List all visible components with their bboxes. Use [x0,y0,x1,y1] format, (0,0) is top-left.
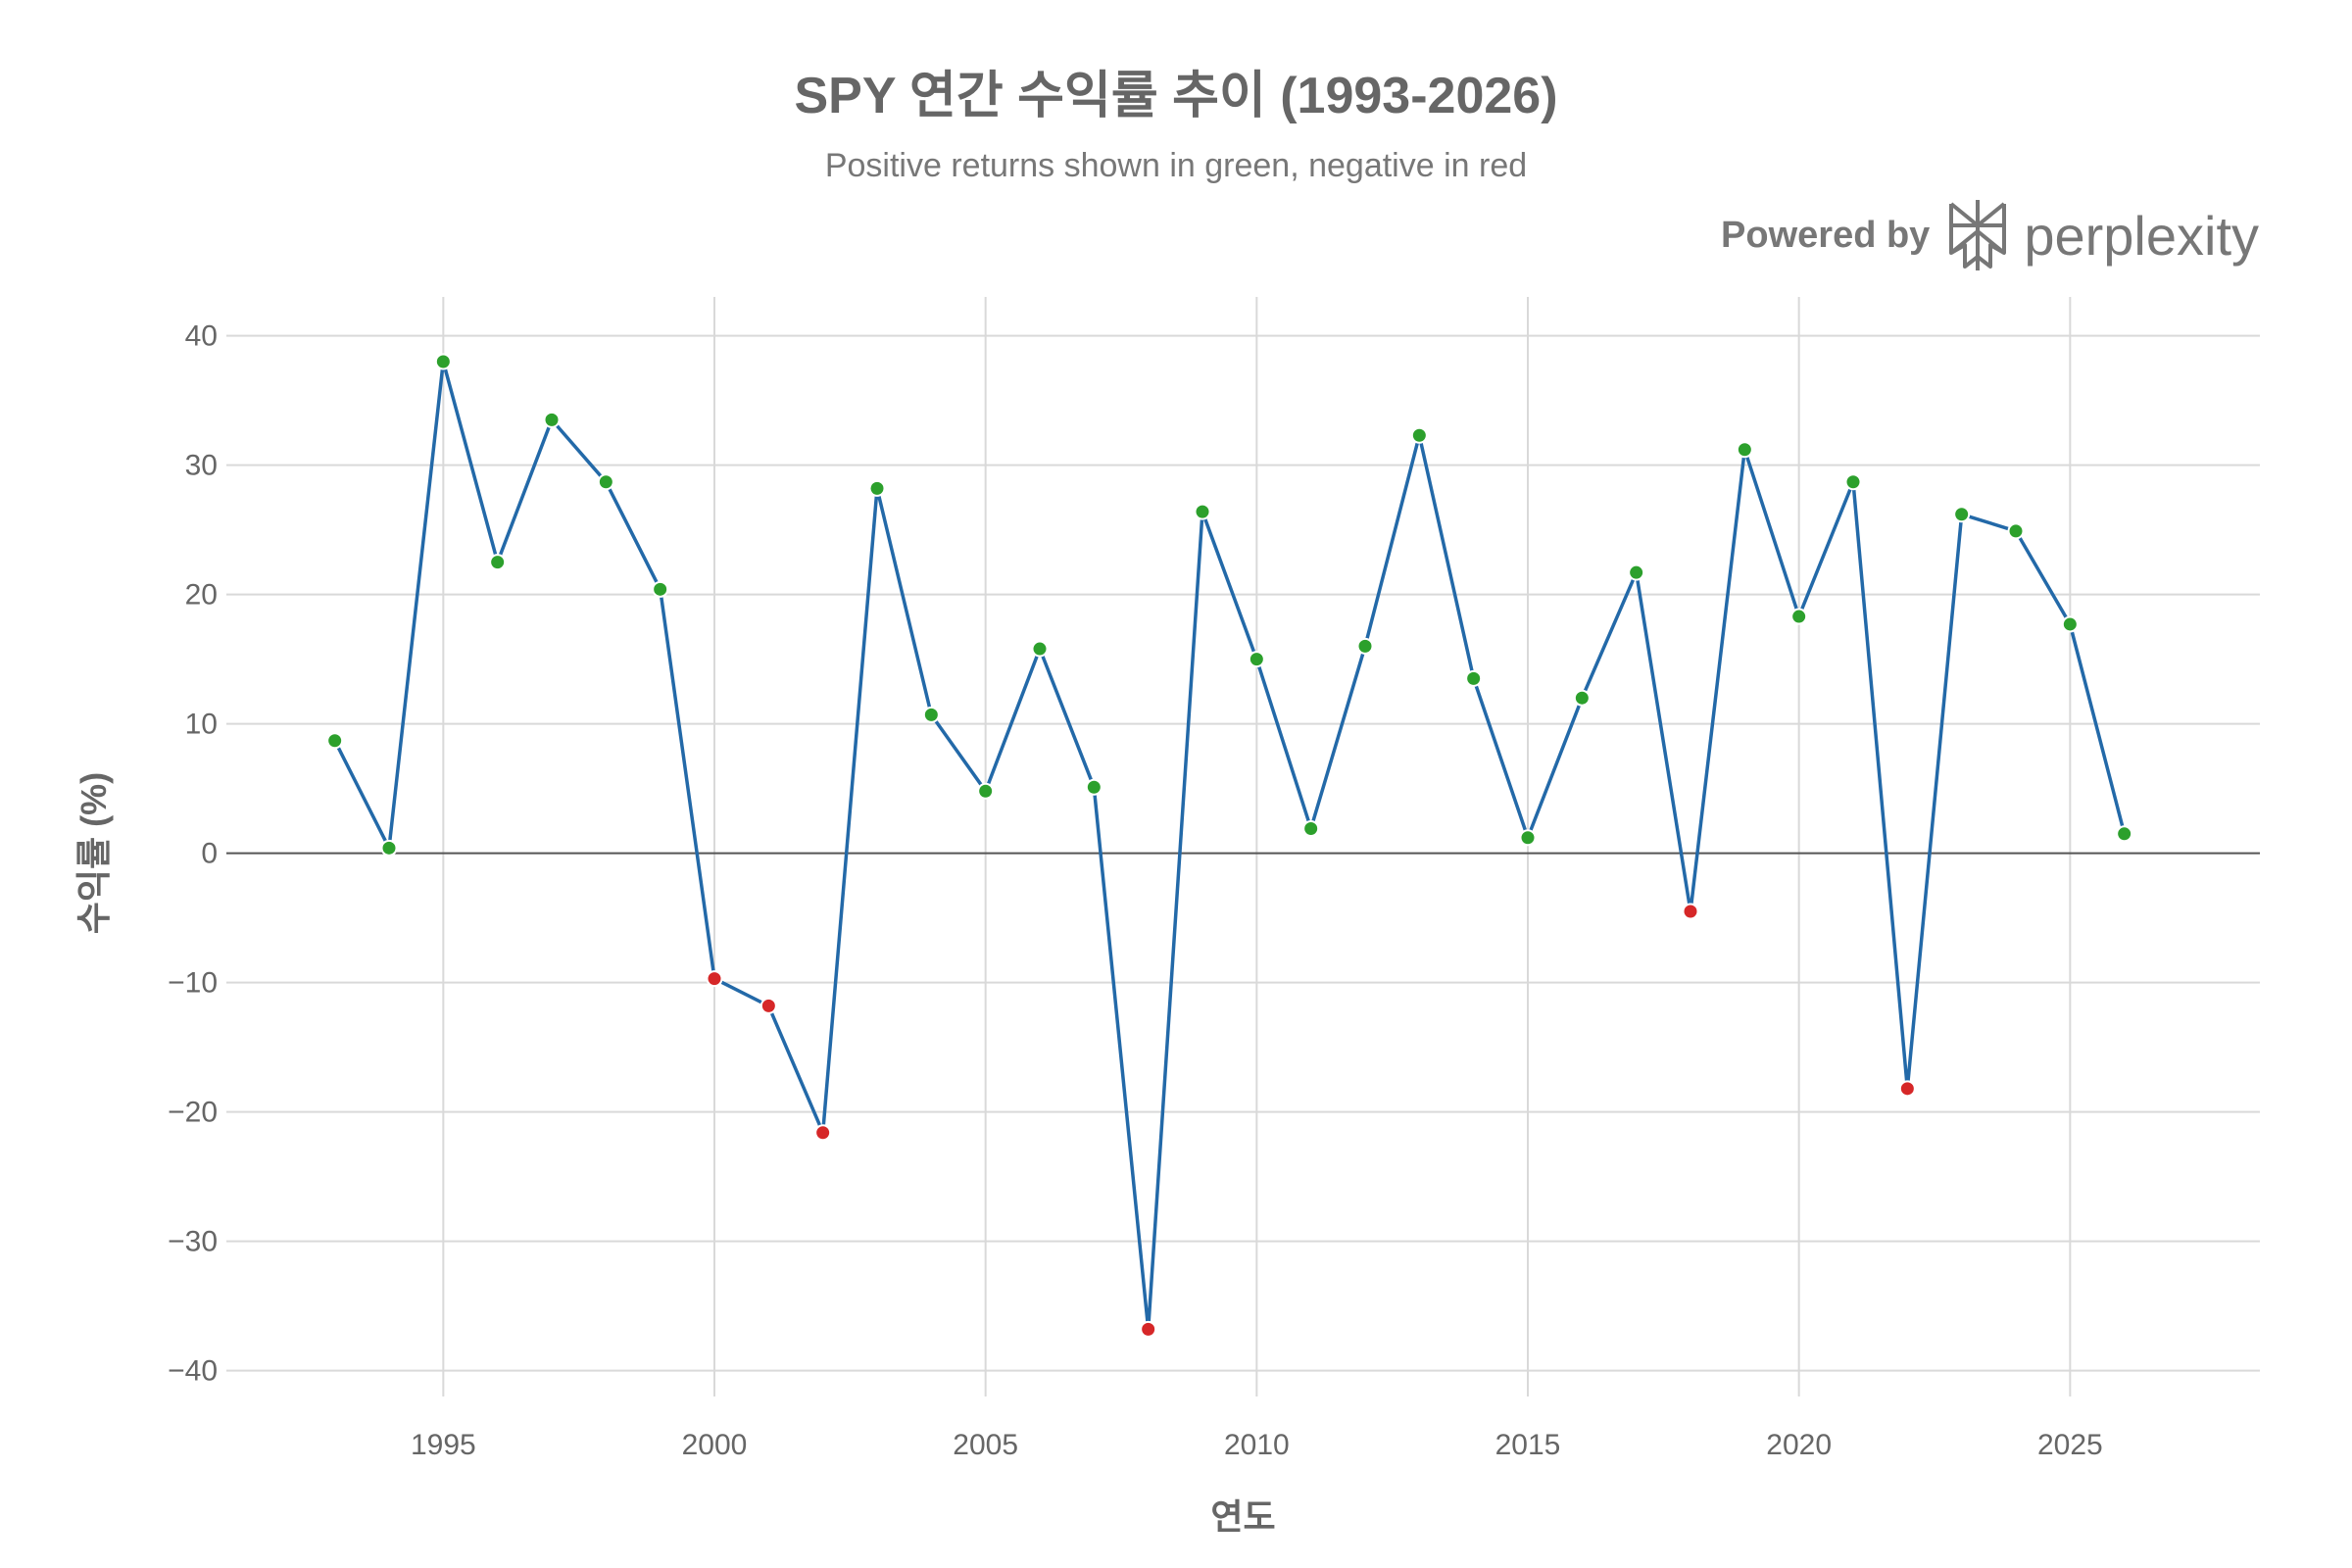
y-tick-label: −20 [168,1097,218,1129]
data-point [326,732,344,750]
data-point [597,473,614,491]
data-point [1790,608,1808,625]
data-point [543,411,561,428]
x-tick-label: 2020 [1766,1429,1832,1461]
x-tick-label: 2005 [953,1429,1018,1461]
data-point [1194,503,1211,520]
data-point [1465,669,1483,687]
y-axis-title: 수익률 (%) [74,772,114,934]
data-point [2116,825,2133,843]
data-point [489,554,507,571]
data-point [1356,637,1374,655]
y-tick-label: 40 [185,320,218,353]
x-tick-label: 2025 [2037,1429,2103,1461]
data-point [1085,778,1102,796]
data-point [706,970,723,988]
y-tick-label: −40 [168,1355,218,1388]
data-point [1248,651,1265,668]
data-point [922,706,940,723]
data-point [652,580,669,598]
x-axis-title: 연도 [1210,1496,1275,1537]
x-tick-label: 2015 [1495,1429,1561,1461]
data-point [1844,473,1862,491]
y-tick-label: −10 [168,967,218,1000]
y-tick-label: 10 [185,709,218,741]
data-point [868,479,886,497]
chart-title: SPY 연간 수익률 추이 (1993-2026) [794,68,1558,124]
brand-prefix: Powered by [1721,214,1931,256]
data-point [760,997,777,1014]
data-point [380,839,398,857]
data-point [2061,615,2079,633]
brand-name: perplexity [2024,204,2259,267]
data-point [1628,564,1645,581]
chart-subtitle: Positive returns shown in green, negativ… [824,147,1528,184]
data-point [814,1124,832,1142]
x-tick-label: 2000 [682,1429,748,1461]
data-point [1736,441,1753,459]
y-tick-label: −30 [168,1226,218,1258]
data-point [2007,522,2025,540]
x-tick-label: 1995 [411,1429,476,1461]
data-point [1140,1320,1157,1338]
data-point [1682,903,1699,920]
y-tick-label: 30 [185,450,218,482]
perplexity-logo-icon [1949,200,2007,270]
data-point [1573,689,1591,707]
x-tick-label: 2010 [1224,1429,1290,1461]
data-point [1410,426,1428,444]
data-point [434,353,452,370]
data-point [1519,829,1537,847]
series-line [333,360,2127,1332]
data-point [1031,640,1049,658]
powered-by-brand: Powered by perplexity [1721,196,2259,274]
data-point [1898,1080,1916,1098]
data-point [977,782,995,800]
y-tick-label: 0 [201,838,218,870]
data-point [1953,506,1971,523]
data-point [1302,820,1320,838]
y-tick-label: 20 [185,579,218,612]
